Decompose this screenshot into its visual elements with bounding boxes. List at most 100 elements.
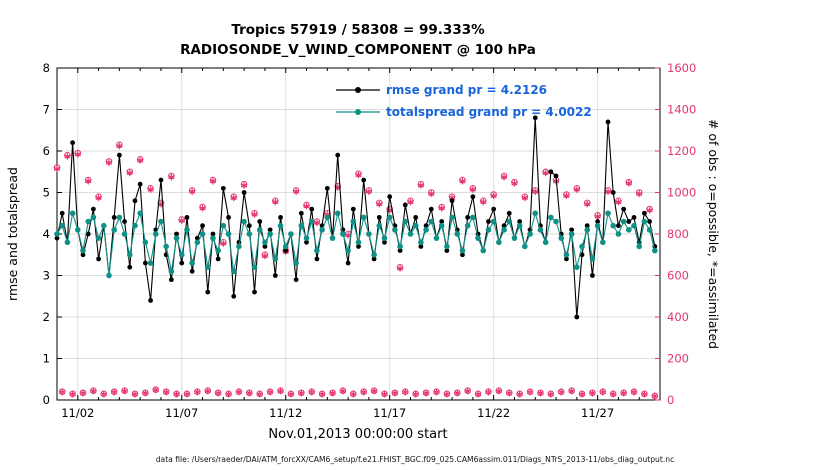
obs-assimilated-marker <box>59 388 66 396</box>
obs-assimilated-marker <box>516 390 523 398</box>
obs-assimilated-marker <box>64 153 71 160</box>
rmse-point <box>371 256 377 262</box>
tick-label-left: 1 <box>43 352 50 366</box>
obs-assimilated-marker <box>209 178 217 185</box>
totalspread-point <box>184 227 190 233</box>
obs-assimilated-marker <box>563 192 570 200</box>
legend-label-rmse: rmse grand pr = 4.2126 <box>386 83 547 97</box>
obs-assimilated-marker <box>298 389 305 397</box>
rmse-point <box>418 244 424 249</box>
totalspread-point <box>74 227 81 233</box>
totalspread-point <box>527 231 533 237</box>
obs-assimilated-marker <box>100 390 107 398</box>
obs-assimilated-marker <box>459 178 466 185</box>
obs-assimilated-marker <box>137 157 144 164</box>
rmse-point <box>449 198 455 204</box>
obs-assimilated-marker <box>594 213 601 220</box>
totalspread-point <box>230 268 237 275</box>
totalspread-point <box>85 218 91 225</box>
totalspread-point <box>558 235 565 241</box>
totalspread-point <box>319 227 325 233</box>
obs-assimilated-marker <box>521 194 528 202</box>
totalspread-point <box>121 231 128 237</box>
obs-assimilated-marker <box>215 389 222 397</box>
rmse-point <box>226 215 231 220</box>
rmse-point <box>532 115 538 121</box>
legend: rmse grand pr = 4.2126 totalspread grand… <box>336 83 592 119</box>
tick-label-right: 1600 <box>667 61 696 75</box>
totalspread-point <box>506 218 513 225</box>
rmse-point <box>460 252 465 258</box>
rmse-point <box>428 206 434 212</box>
totalspread-point <box>376 222 383 229</box>
totalspread-point <box>345 247 351 254</box>
totalspread-point <box>626 227 632 233</box>
rmse-point <box>215 256 221 262</box>
totalspread-point <box>158 218 164 225</box>
obs-assimilated-marker <box>308 388 315 396</box>
totalspread-point <box>470 214 476 221</box>
totalspread-point <box>600 239 606 246</box>
obs-assimilated-marker <box>142 389 149 397</box>
obs-assimilated-marker <box>267 388 274 396</box>
totalspread-point <box>511 235 518 241</box>
rmse-point <box>168 277 174 283</box>
obs-assimilated-marker <box>407 198 414 206</box>
rmse-point <box>111 215 117 220</box>
totalspread-point <box>288 231 294 237</box>
totalspread-point <box>340 231 346 237</box>
obs-assimilated-marker <box>454 389 461 397</box>
totalspread-point <box>100 222 107 229</box>
obs-assimilated-marker <box>584 200 591 208</box>
rmse-point <box>595 219 601 224</box>
totalspread-point <box>444 243 450 250</box>
rmse-point <box>345 260 351 266</box>
obs-assimilated-marker <box>74 151 81 158</box>
rmse-point <box>439 219 445 224</box>
totalspread-point <box>225 231 232 237</box>
totalspread-point <box>386 214 393 221</box>
obs-assimilated-marker <box>573 186 580 193</box>
totalspread-point <box>402 218 409 225</box>
totalspread-point <box>433 235 440 241</box>
tick-label-x: 11/12 <box>269 406 302 420</box>
totalspread-point <box>360 214 367 221</box>
obs-assimilated-marker <box>272 198 279 206</box>
totalspread-series <box>54 210 658 279</box>
rmse-point <box>413 215 419 220</box>
totalspread-point <box>189 260 195 266</box>
obs-assimilated-marker <box>241 182 248 189</box>
obs-assimilated-marker <box>183 390 191 398</box>
rmse-point <box>548 169 554 175</box>
totalspread-point <box>132 222 138 229</box>
rmse-point <box>220 185 226 191</box>
obs-assimilated-marker <box>105 159 113 166</box>
totalspread-point <box>69 210 76 217</box>
totalspread-point <box>147 260 154 266</box>
obs-assimilated-marker <box>163 388 170 396</box>
obs-assimilated-marker <box>53 165 61 173</box>
obs-assimilated-marker <box>261 252 269 260</box>
legend-marker-totalspread <box>355 109 361 115</box>
totalspread-point <box>90 214 97 221</box>
obs-assimilated-marker <box>391 389 398 397</box>
rmse-point <box>132 198 138 204</box>
rmse-point <box>179 260 185 266</box>
obs-assimilated-marker <box>365 188 372 195</box>
rmse-point <box>626 219 632 224</box>
totalspread-point <box>366 231 372 237</box>
totalspread-point <box>584 227 591 233</box>
obs-assimilated-marker <box>220 240 227 247</box>
obs-assimilated-marker <box>355 171 362 179</box>
obs-assimilated-marker <box>131 390 139 398</box>
chart-title-stats: Tropics 57919 / 58308 = 99.333% <box>231 22 485 38</box>
x-axis-label: Nov.01,2013 00:00:00 start <box>268 427 447 442</box>
obs-assimilated-marker <box>402 388 409 396</box>
totalspread-point <box>532 210 539 217</box>
totalspread-point <box>220 222 227 229</box>
totalspread-point <box>282 243 289 250</box>
tick-label-left: 5 <box>43 186 50 200</box>
obs-assimilated-marker <box>542 169 549 177</box>
obs-assimilated-marker <box>90 387 97 395</box>
rmse-point <box>486 219 491 224</box>
